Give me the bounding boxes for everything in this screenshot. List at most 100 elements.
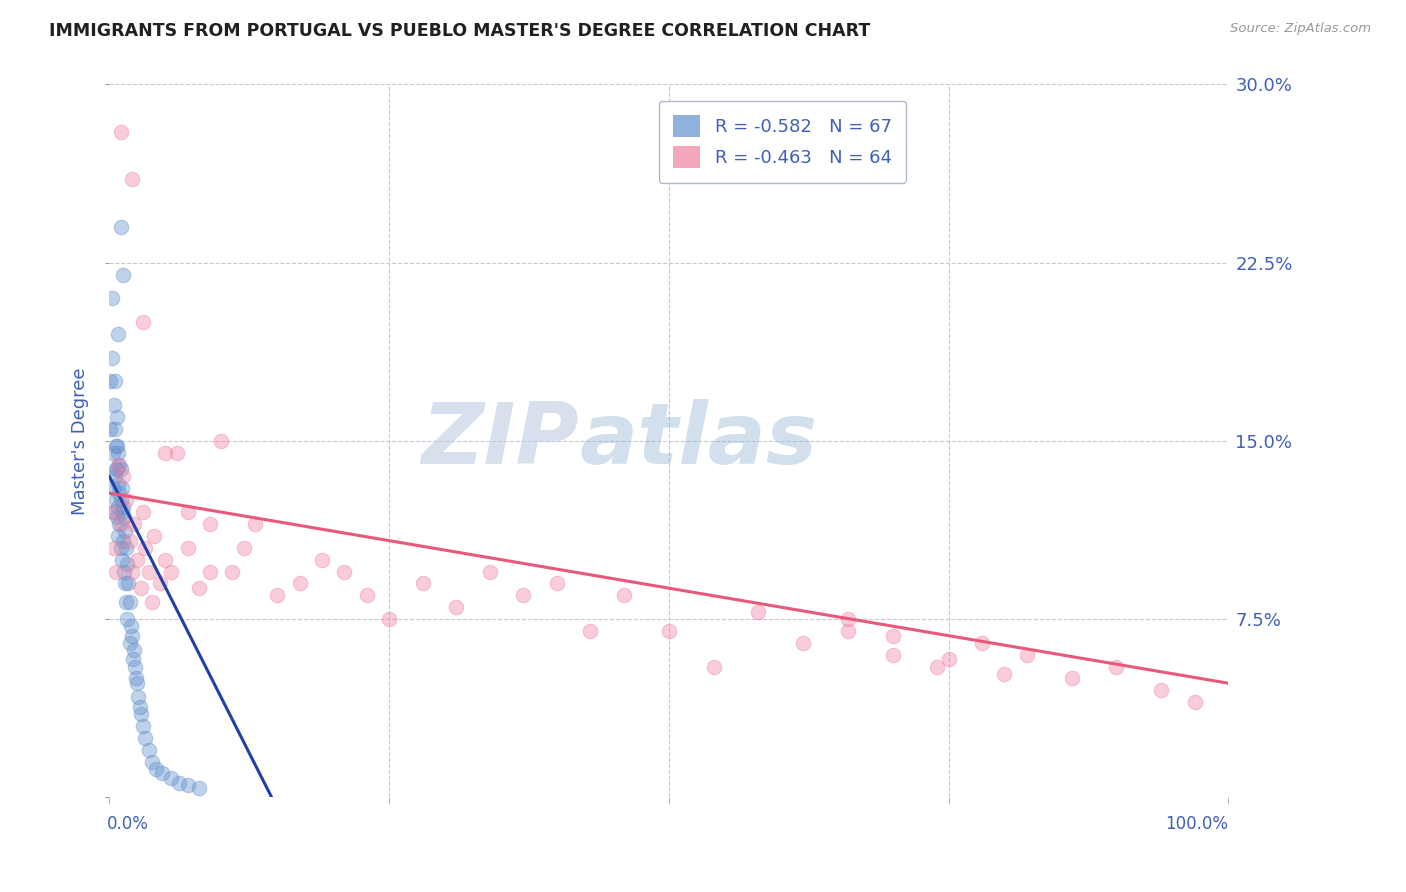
Point [108, 516, 131, 531]
Point [100, 422, 122, 436]
Point [103, 505, 125, 519]
Point [266, 588, 288, 602]
Point [101, 481, 124, 495]
Point [105, 462, 128, 476]
Point [132, 505, 155, 519]
Point [115, 595, 138, 609]
Point [837, 612, 859, 626]
Point [105, 439, 128, 453]
Point [104, 469, 127, 483]
Point [118, 595, 141, 609]
Point [114, 576, 136, 591]
Text: ZIP: ZIP [422, 400, 579, 483]
Point [101, 446, 124, 460]
Point [176, 505, 198, 519]
Point [311, 552, 333, 566]
Point [378, 612, 401, 626]
Point [150, 766, 173, 780]
Point [927, 659, 949, 673]
Point [104, 422, 127, 436]
Point [112, 509, 135, 524]
Point [1015, 648, 1038, 662]
Point [117, 558, 139, 572]
Point [121, 629, 143, 643]
Point [209, 434, 232, 448]
Point [129, 707, 152, 722]
Point [1105, 659, 1128, 673]
Point [1060, 672, 1083, 686]
Point [333, 565, 356, 579]
Point [134, 731, 156, 745]
Point [221, 565, 243, 579]
Point [107, 326, 129, 341]
Point [127, 552, 149, 566]
Point [141, 595, 163, 609]
Text: atlas: atlas [579, 400, 817, 483]
Point [356, 588, 378, 602]
Point [138, 565, 160, 579]
Point [110, 541, 132, 555]
Point [118, 636, 141, 650]
Point [444, 600, 467, 615]
Point [112, 565, 135, 579]
Point [546, 576, 568, 591]
Point [129, 581, 152, 595]
Point [132, 315, 155, 329]
Point [166, 446, 188, 460]
Point [187, 780, 209, 795]
Point [938, 652, 960, 666]
Point [111, 533, 134, 548]
Point [108, 458, 131, 472]
Point [105, 462, 128, 476]
Point [658, 624, 681, 638]
Point [115, 541, 138, 555]
Text: IMMIGRANTS FROM PORTUGAL VS PUEBLO MASTER'S DEGREE CORRELATION CHART: IMMIGRANTS FROM PORTUGAL VS PUEBLO MASTE… [49, 22, 870, 40]
Point [128, 700, 150, 714]
Point [120, 619, 142, 633]
Point [100, 351, 122, 365]
Point [108, 486, 131, 500]
Point [124, 659, 146, 673]
Point [111, 469, 134, 483]
Point [117, 576, 139, 591]
Point [288, 576, 311, 591]
Point [747, 605, 769, 619]
Point [118, 533, 141, 548]
Point [122, 643, 145, 657]
Point [837, 624, 859, 638]
Point [176, 541, 198, 555]
Point [187, 581, 209, 595]
Text: 0.0%: 0.0% [107, 815, 149, 833]
Point [117, 612, 139, 626]
Point [134, 541, 156, 555]
Point [103, 398, 125, 412]
Point [792, 636, 814, 650]
Point [127, 676, 149, 690]
Point [107, 500, 129, 515]
Text: Source: ZipAtlas.com: Source: ZipAtlas.com [1230, 22, 1371, 36]
Point [105, 565, 128, 579]
Point [110, 125, 132, 139]
Point [111, 481, 134, 495]
Point [122, 516, 145, 531]
Point [176, 778, 198, 792]
Point [155, 552, 177, 566]
Point [110, 462, 132, 476]
Point [115, 493, 138, 508]
Point [105, 509, 128, 524]
Point [105, 493, 128, 508]
Point [100, 375, 122, 389]
Point [613, 588, 636, 602]
Point [114, 524, 136, 538]
Point [104, 375, 127, 389]
Point [110, 219, 132, 234]
Point [103, 541, 125, 555]
Point [107, 458, 129, 472]
Point [111, 500, 134, 515]
Point [100, 291, 122, 305]
Point [149, 576, 172, 591]
Point [111, 552, 134, 566]
Point [579, 624, 602, 638]
Y-axis label: Master's Degree: Master's Degree [72, 368, 89, 515]
Point [1184, 695, 1206, 709]
